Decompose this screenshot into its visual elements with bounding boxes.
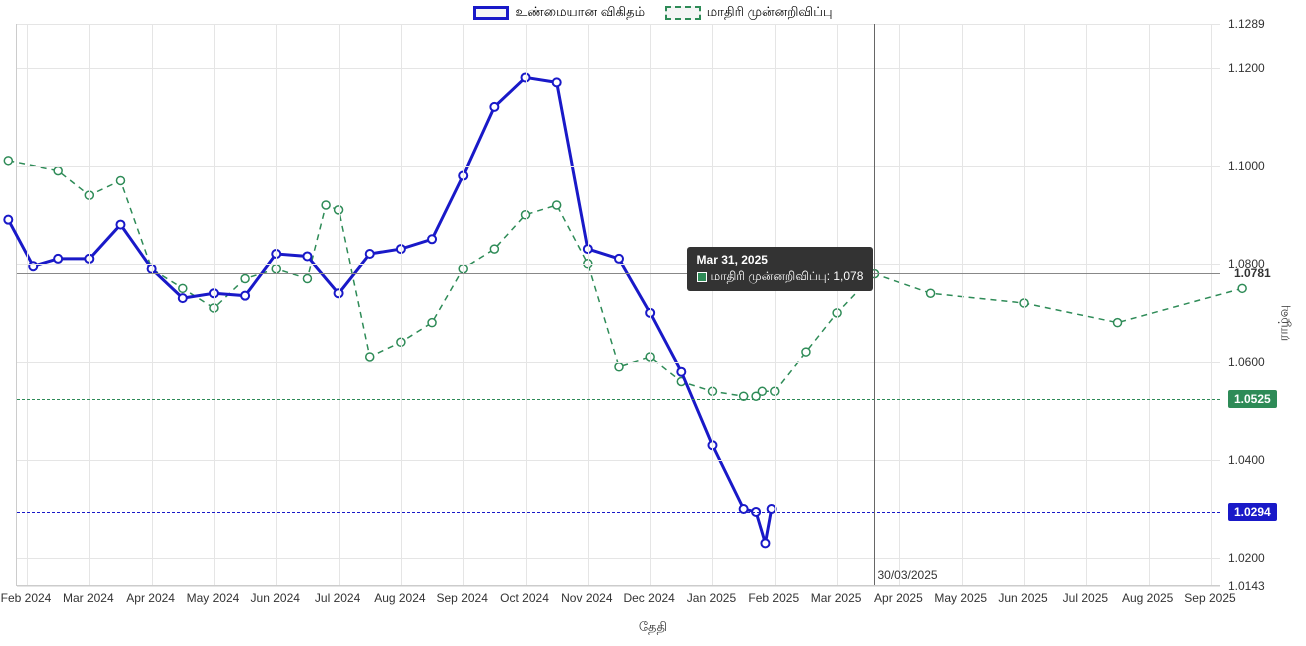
reference-badge: 1.0525	[1228, 390, 1277, 408]
x-tick-label: Jun 2025	[998, 591, 1047, 605]
y-tick-label: 1.1000	[1228, 159, 1265, 173]
x-tick-label: Nov 2024	[561, 591, 612, 605]
reference-badge: 1.0294	[1228, 503, 1277, 521]
exchange-rate-chart: உண்மையான விகிதம் மாதிரி முன்னறிவிப்பு தே…	[0, 0, 1306, 646]
x-tick-label: Jun 2024	[251, 591, 300, 605]
x-tick-label: Apr 2025	[874, 591, 923, 605]
reference-badge: 1.0781	[1228, 264, 1277, 282]
legend-item-forecast[interactable]: மாதிரி முன்னறிவிப்பு	[665, 4, 833, 21]
x-tick-label: Jan 2025	[687, 591, 736, 605]
y-tick-label: 1.1289	[1228, 17, 1265, 31]
x-axis-title: தேதி	[639, 619, 667, 636]
legend-label-forecast: மாதிரி முன்னறிவிப்பு	[707, 4, 833, 21]
y-axis-title: ராழ்வு	[1275, 305, 1292, 341]
y-tick-label: 1.0143	[1228, 579, 1265, 593]
x-tick-label: Oct 2024	[500, 591, 549, 605]
x-tick-label: May 2024	[187, 591, 240, 605]
legend: உண்மையான விகிதம் மாதிரி முன்னறிவிப்பு	[0, 4, 1306, 23]
x-tick-label: May 2025	[934, 591, 987, 605]
x-tick-label: Jul 2025	[1063, 591, 1108, 605]
x-tick-label: Sep 2025	[1184, 591, 1235, 605]
legend-swatch-actual	[473, 6, 509, 20]
y-tick-label: 1.0600	[1228, 355, 1265, 369]
y-tick-label: 1.1200	[1228, 61, 1265, 75]
chart-svg	[17, 24, 1221, 586]
x-tick-label: Jul 2024	[315, 591, 360, 605]
x-tick-label: Aug 2024	[374, 591, 425, 605]
x-tick-label: Feb 2024	[1, 591, 52, 605]
x-tick-label: Apr 2024	[126, 591, 175, 605]
legend-swatch-forecast	[665, 6, 701, 20]
y-tick-label: 1.0400	[1228, 453, 1265, 467]
x-tick-label: Mar 2024	[63, 591, 114, 605]
legend-label-actual: உண்மையான விகிதம்	[515, 4, 645, 21]
vertical-marker-label: 30/03/2025	[877, 568, 937, 582]
x-tick-label: Dec 2024	[623, 591, 674, 605]
x-tick-label: Sep 2024	[437, 591, 488, 605]
y-tick-label: 1.0200	[1228, 551, 1265, 565]
plot-area[interactable]	[16, 24, 1220, 586]
x-tick-label: Feb 2025	[748, 591, 799, 605]
x-tick-label: Aug 2025	[1122, 591, 1173, 605]
x-tick-label: Mar 2025	[811, 591, 862, 605]
legend-item-actual[interactable]: உண்மையான விகிதம்	[473, 4, 645, 21]
